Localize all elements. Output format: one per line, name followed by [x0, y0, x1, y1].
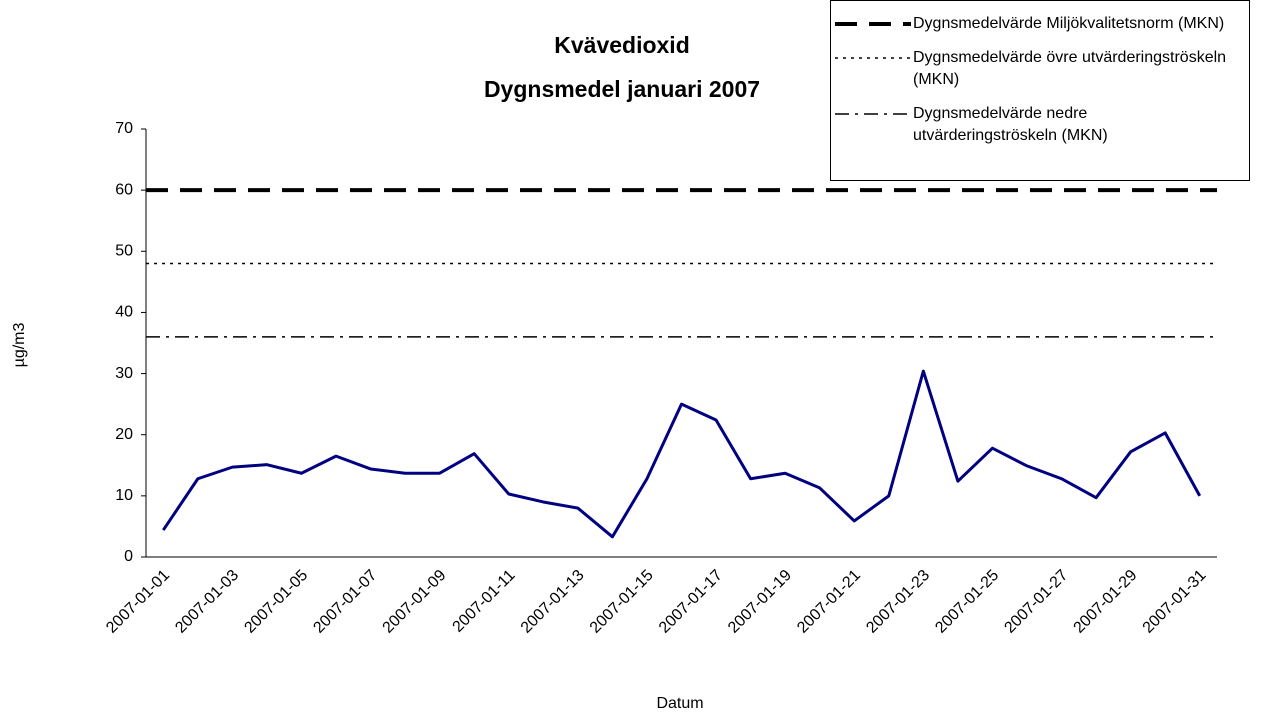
legend-item: Dygnsmedelvärde Miljökvalitetsnorm (MKN)	[831, 13, 1249, 35]
x-tick-label: 2007-01-13	[518, 567, 588, 637]
x-tick-label: 2007-01-27	[1001, 567, 1071, 637]
legend-label: Dygnsmedelvärde övre utvärderingströskel…	[913, 49, 1227, 88]
legend-swatch	[835, 22, 911, 26]
x-axis-label: Datum	[656, 695, 703, 712]
legend-label: Dygnsmedelvärde Miljökvalitetsnorm (MKN)	[913, 15, 1225, 32]
y-axis-label: µg/m3	[11, 323, 28, 368]
x-tick-label: 2007-01-17	[656, 567, 726, 637]
x-tick-label: 2007-01-01	[103, 567, 173, 637]
y-tick-label: 10	[115, 487, 133, 504]
legend-item: Dygnsmedelvärde nedre utvärderingströske…	[831, 103, 1249, 147]
y-tick-label: 60	[115, 181, 133, 198]
x-tick-label: 2007-01-03	[172, 567, 242, 637]
chart-subtitle: Dygnsmedel januari 2007	[484, 76, 760, 102]
x-tick-label: 2007-01-11	[450, 567, 519, 636]
chart-title: Kvävedioxid	[554, 32, 690, 58]
legend-swatch	[835, 57, 911, 59]
y-tick-label: 20	[115, 426, 133, 443]
legend-label: Dygnsmedelvärde nedre utvärderingströske…	[913, 105, 1108, 144]
x-tick-label: 2007-01-25	[932, 567, 1002, 637]
legend: Dygnsmedelvärde Miljökvalitetsnorm (MKN)…	[830, 0, 1250, 181]
x-tick-label: 2007-01-05	[241, 567, 311, 637]
legend-swatch	[835, 113, 911, 115]
x-tick-label: 2007-01-07	[310, 567, 380, 637]
data-line	[162, 369, 1202, 539]
x-tick-label: 2007-01-09	[380, 567, 450, 637]
x-tick-label: 2007-01-15	[587, 567, 657, 637]
y-tick-label: 70	[115, 120, 133, 137]
y-tick-label: 30	[115, 365, 133, 382]
x-tick-label: 2007-01-31	[1140, 567, 1210, 637]
y-tick-label: 40	[115, 304, 133, 321]
y-tick-label: 50	[115, 243, 133, 260]
y-tick-label: 0	[124, 548, 133, 565]
x-tick-label: 2007-01-19	[725, 567, 795, 637]
legend-item: Dygnsmedelvärde övre utvärderingströskel…	[831, 47, 1249, 91]
x-tick-label: 2007-01-21	[794, 567, 864, 637]
x-tick-label: 2007-01-29	[1071, 567, 1141, 637]
x-tick-label: 2007-01-23	[863, 567, 933, 637]
